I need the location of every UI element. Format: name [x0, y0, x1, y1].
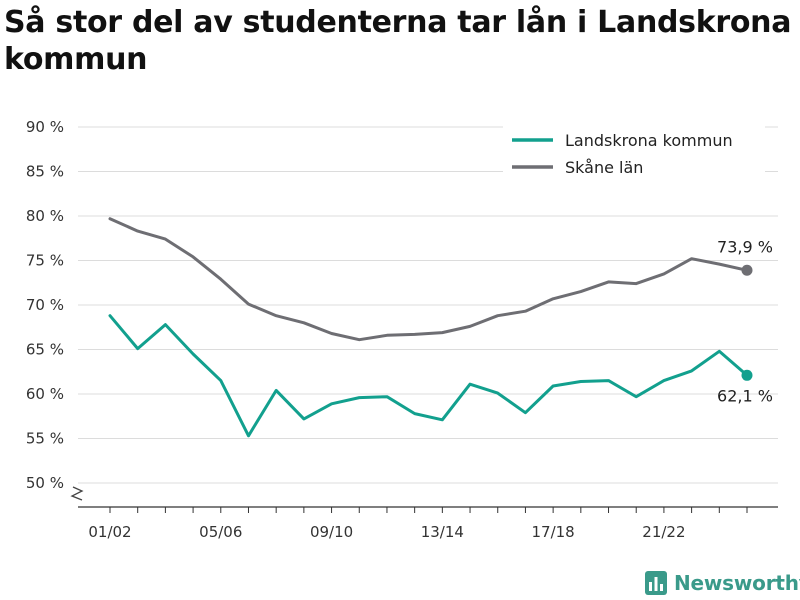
y-tick-label: 55 %	[26, 430, 64, 448]
brand-name: Newsworthy	[674, 571, 800, 595]
x-tick-label: 17/18	[532, 523, 575, 541]
y-axis-ticks: 50 % 55 % 60 % 65 % 70 % 75 % 80 % 85 % 90 %	[26, 118, 64, 492]
y-tick-label: 75 %	[26, 252, 64, 270]
axis-break-marker	[70, 486, 84, 501]
x-tick-label: 09/10	[310, 523, 353, 541]
series-end-point	[741, 264, 753, 276]
newsworthy-logo-icon	[645, 571, 667, 595]
y-tick-label: 80 %	[26, 207, 64, 225]
series-lines: 73,9 % 62,1 %	[108, 217, 773, 438]
legend-background	[503, 126, 765, 182]
series-line	[108, 314, 749, 438]
legend-label: Landskrona kommun	[565, 131, 733, 150]
y-tick-label: 90 %	[26, 118, 64, 136]
series-end-label: 73,9 %	[717, 237, 773, 256]
x-tick-label: 21/22	[642, 523, 685, 541]
series-end-label: 62,1 %	[717, 386, 773, 405]
y-tick-label: 85 %	[26, 163, 64, 181]
series-end-point	[741, 369, 753, 381]
y-tick-label: 50 %	[26, 474, 64, 492]
x-axis: 01/02 05/06 09/10 13/14 17/18 21/22	[70, 486, 778, 541]
x-tick-label: 05/06	[199, 523, 242, 541]
x-tick-label: 01/02	[88, 523, 131, 541]
brand-logo: Newsworthy	[645, 569, 800, 597]
legend: Landskrona kommun Skåne län	[503, 126, 765, 182]
y-tick-label: 65 %	[26, 341, 64, 359]
chart-title: Så stor del av studenterna tar lån i Lan…	[4, 5, 792, 77]
x-tick-label: 13/14	[421, 523, 464, 541]
y-tick-label: 60 %	[26, 385, 64, 403]
series-line	[108, 217, 749, 342]
legend-label: Skåne län	[565, 158, 643, 177]
y-tick-label: 70 %	[26, 296, 64, 314]
